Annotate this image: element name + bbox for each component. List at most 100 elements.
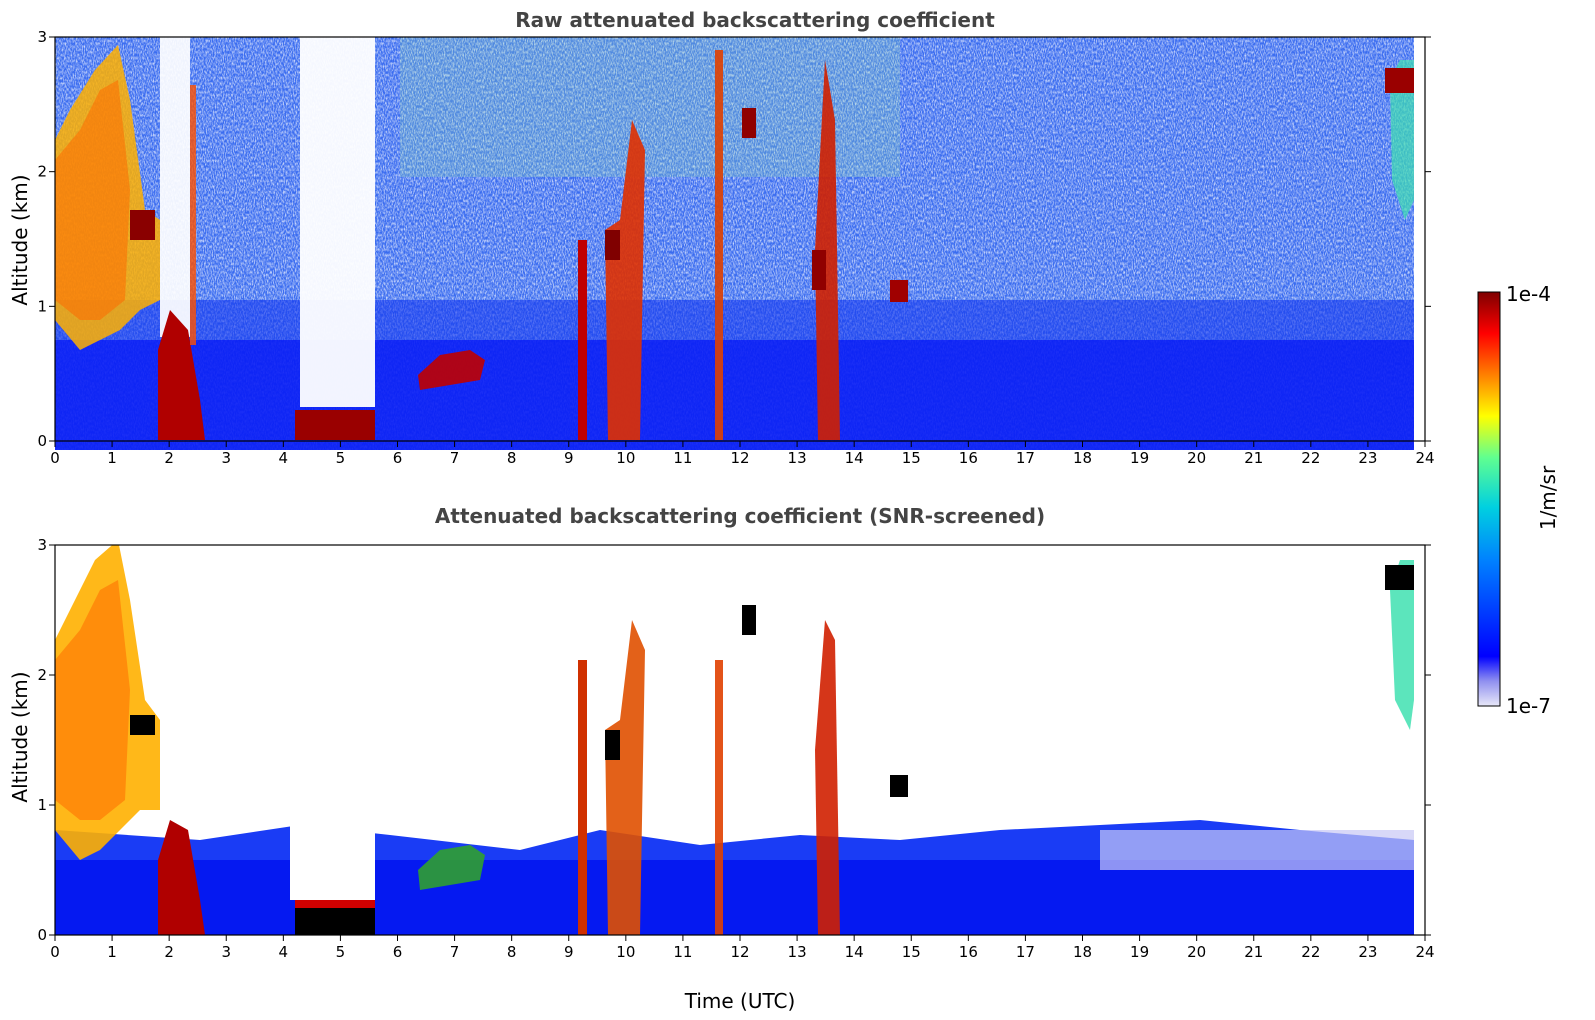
screened-feature-23h [1390, 560, 1414, 730]
x-tick-label: 18 [1073, 449, 1092, 467]
panel-screened-xlabel: Time (UTC) [684, 989, 796, 1013]
x-tick-label: 5 [336, 943, 346, 961]
panel-screened-axes: 0 1 2 3 4 5 6 7 8 9 10 11 12 13 14 15 16 17 18 19 20 21 22 23 24… [37, 536, 1434, 961]
x-tick-label: 20 [1187, 449, 1206, 467]
panel-screened-title: Attenuated backscattering coefficient (S… [435, 504, 1045, 528]
feature-12h [742, 108, 756, 138]
screened-feature-12h [742, 605, 756, 635]
x-tick-label: 7 [450, 943, 460, 961]
panel-raw-axes: 0 1 2 3 4 5 6 7 8 9 10 11 12 13 14 15 16 17 18 19 20 21 22 23 24… [37, 28, 1434, 467]
heatmap-raw [55, 37, 1455, 450]
x-tick-label: 0 [50, 943, 60, 961]
screened-feature-5h [295, 905, 375, 935]
y-tick-label: 3 [37, 28, 47, 46]
x-tick-label: 10 [616, 943, 635, 961]
upper-noise-tint [400, 37, 900, 177]
x-tick-label: 10 [616, 449, 635, 467]
x-tick-label: 15 [902, 449, 921, 467]
y-tick-label: 1 [37, 297, 47, 315]
y-tick-label: 0 [37, 432, 47, 450]
gap-5h [300, 37, 375, 407]
x-tick-label: 14 [845, 449, 864, 467]
x-tick-label: 20 [1187, 943, 1206, 961]
screened-no-data-end [1414, 545, 1455, 958]
feature-13h-base [812, 250, 826, 290]
colorbar-max-label: 1e-4 [1506, 282, 1551, 306]
x-tick-label: 0 [50, 449, 60, 467]
x-tick-label: 14 [845, 943, 864, 961]
feature-morning-cap [130, 210, 155, 240]
x-tick-label: 19 [1130, 943, 1149, 961]
screened-morning-core [55, 580, 130, 820]
x-tick-label: 4 [279, 943, 289, 961]
feature-23h [1390, 60, 1414, 220]
feature-15h [890, 280, 908, 302]
heatmap-screened [55, 545, 1455, 958]
screened-feature-11h [715, 660, 723, 935]
colorbar-min-label: 1e-7 [1506, 694, 1551, 718]
feature-9h [578, 240, 587, 440]
x-tick-label: 22 [1301, 943, 1320, 961]
screened-feature-10h [605, 620, 645, 935]
gap-2h [160, 37, 190, 337]
x-tick-label: 7 [450, 449, 460, 467]
x-tick-label: 17 [1016, 449, 1035, 467]
x-tick-label: 3 [221, 943, 231, 961]
panel-raw: Raw attenuated backscattering coefficien… [8, 8, 1455, 467]
x-tick-label: 13 [788, 943, 807, 961]
x-tick-label: 6 [393, 449, 403, 467]
feature-11h [715, 50, 723, 440]
screened-feature-5h-top [295, 900, 375, 908]
x-tick-label: 22 [1301, 449, 1320, 467]
x-tick-label: 11 [673, 449, 692, 467]
x-tick-label: 4 [279, 449, 289, 467]
screened-feature-13h [815, 620, 840, 935]
x-tick-label: 9 [564, 943, 574, 961]
x-tick-label: 2 [164, 943, 174, 961]
x-tick-label: 3 [221, 449, 231, 467]
panel-screened-ylabel: Altitude (km) [8, 671, 32, 802]
x-tick-label: 16 [959, 943, 978, 961]
screened-gap-5h [290, 800, 375, 900]
x-tick-label: 8 [507, 449, 517, 467]
feature-10h-base [605, 230, 620, 260]
screened-feature-23h-cap [1385, 565, 1414, 590]
feature-2h [158, 310, 205, 440]
screened-feature-9h [578, 660, 587, 935]
panel-screened: Attenuated backscattering coefficient (S… [8, 504, 1455, 1013]
x-tick-label: 12 [730, 943, 749, 961]
boundary-layer [55, 340, 1455, 450]
x-tick-label: 15 [902, 943, 921, 961]
feature-morning-core [55, 80, 130, 320]
feature-5h [295, 410, 375, 440]
x-tick-label: 9 [564, 449, 574, 467]
screened-gap [205, 545, 285, 795]
colorbar-gradient [1477, 291, 1501, 707]
x-tick-label: 24 [1415, 943, 1434, 961]
feature-23h-cap [1385, 68, 1414, 93]
x-tick-label: 17 [1016, 943, 1035, 961]
no-data-end [1414, 37, 1455, 450]
screened-feature-15h [890, 775, 908, 797]
x-tick-label: 2 [164, 449, 174, 467]
colorbar: 1e-4 1e-7 1/m/sr [1477, 282, 1560, 718]
screened-feature-10h-base [605, 730, 620, 760]
colorbar-unit-label: 1/m/sr [1536, 465, 1560, 530]
feature-13h [815, 60, 840, 440]
x-tick-label: 21 [1244, 943, 1263, 961]
x-tick-label: 13 [788, 449, 807, 467]
y-tick-label: 2 [37, 666, 47, 684]
x-tick-label: 16 [959, 449, 978, 467]
x-tick-label: 23 [1358, 943, 1377, 961]
x-tick-label: 1 [107, 943, 117, 961]
y-tick-label: 3 [37, 536, 47, 554]
x-tick-label: 6 [393, 943, 403, 961]
y-tick-label: 2 [37, 163, 47, 181]
x-tick-label: 21 [1244, 449, 1263, 467]
y-tick-label: 0 [37, 926, 47, 944]
panel-raw-ylabel: Altitude (km) [8, 174, 32, 305]
screened-evening-thin [1100, 830, 1414, 870]
feature-10h [605, 120, 645, 440]
screened-morning-cap [130, 715, 155, 735]
